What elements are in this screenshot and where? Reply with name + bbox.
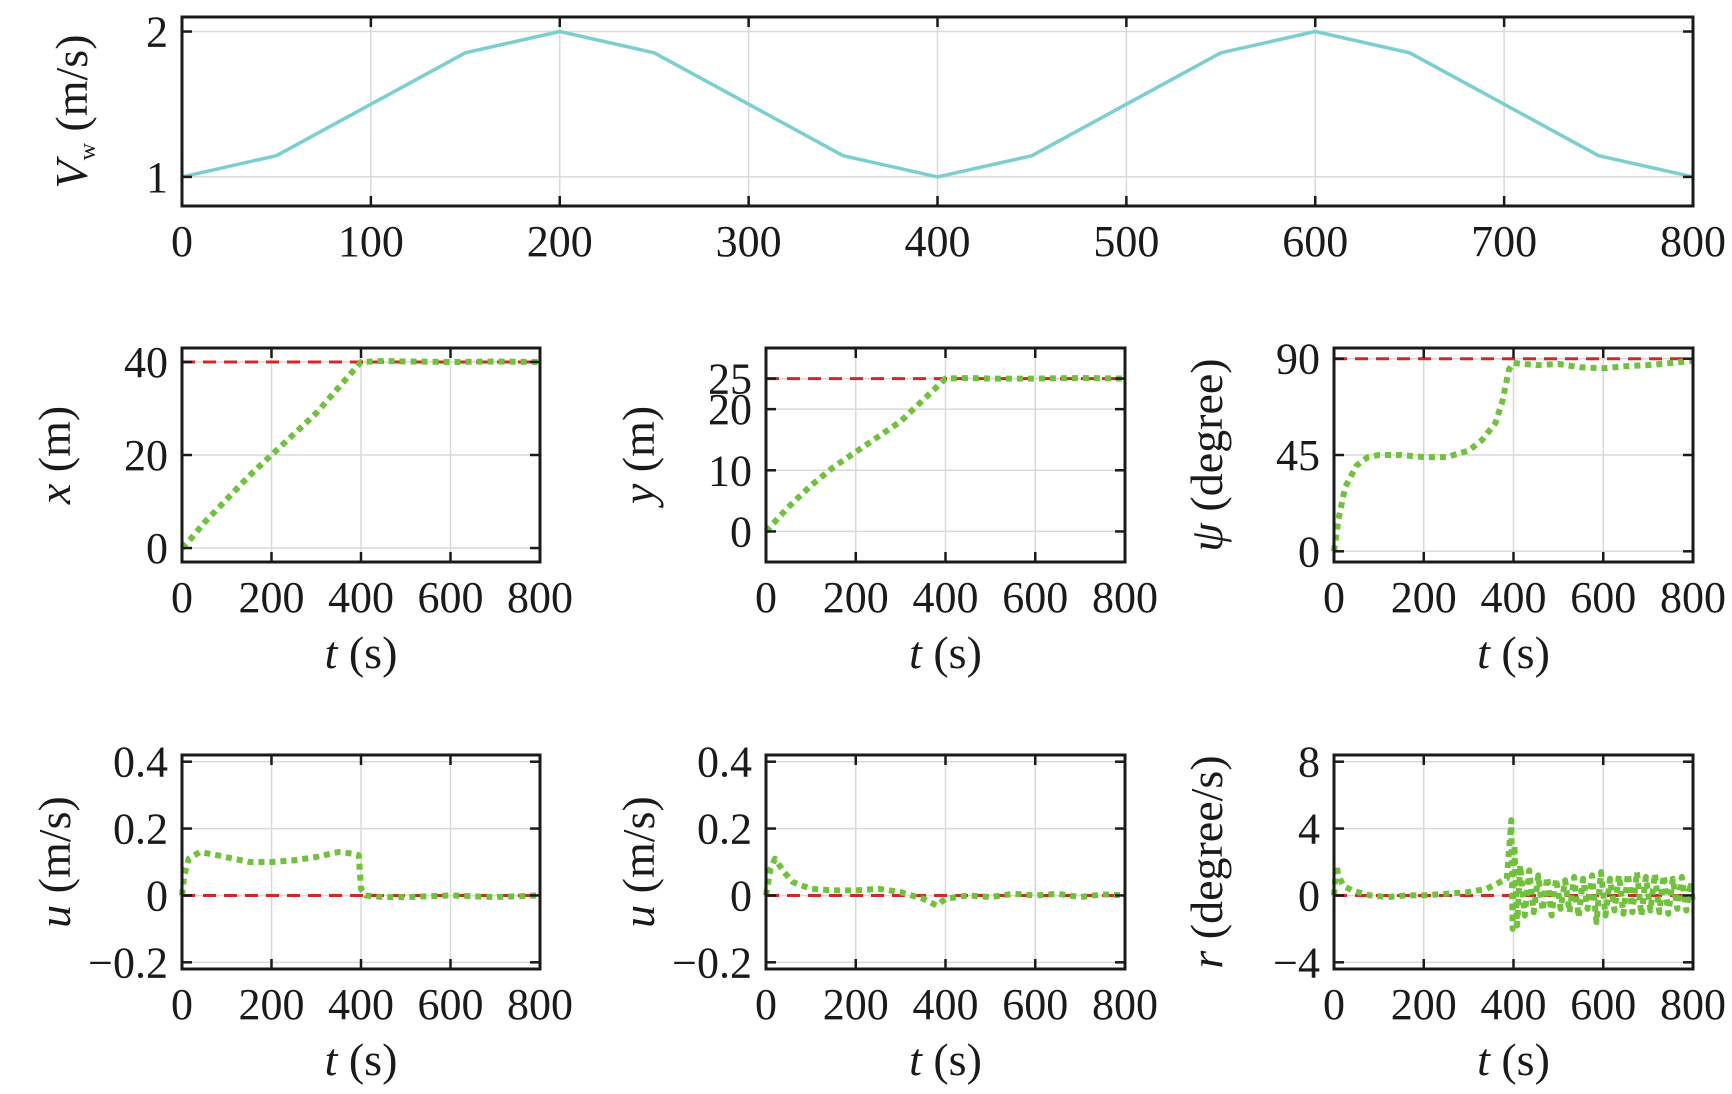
y-tick-label: 0 bbox=[730, 507, 752, 556]
x-tick-label: 0 bbox=[171, 573, 193, 622]
x-axis-label: t (s) bbox=[1477, 1034, 1550, 1085]
response-series-line bbox=[763, 855, 1126, 909]
panel-5: 0 200 400 600 800−0.200.20.4u (m/s)t (s) bbox=[29, 738, 573, 1085]
x-tick-label: 800 bbox=[1092, 980, 1158, 1029]
x-tick-label: 600 bbox=[1570, 573, 1636, 622]
x-axis-label: t (s) bbox=[909, 1034, 982, 1085]
x-tick-label: 800 bbox=[507, 980, 573, 1029]
x-tick-label: 200 bbox=[1391, 980, 1457, 1029]
panel-2: 0 200 400 600 800 0 20 40 x (m) t (s) bbox=[29, 338, 573, 678]
y-tick-label: 40 bbox=[124, 338, 168, 387]
x-tick-label: 200 bbox=[823, 980, 889, 1029]
x-tick-label: 400 bbox=[913, 980, 979, 1029]
x-tick-label: 800 bbox=[1660, 217, 1726, 266]
x-tick-label: 600 bbox=[1002, 573, 1068, 622]
y-tick-label: 0.4 bbox=[697, 738, 752, 787]
x-axis-label: t (s) bbox=[325, 627, 398, 678]
response-series-line bbox=[763, 375, 1126, 534]
x-tick-label: 300 bbox=[716, 217, 782, 266]
y-axis-label: x (m) bbox=[29, 406, 80, 505]
y-axis-label: y (m) bbox=[613, 406, 664, 508]
x-tick-label: 0 bbox=[755, 980, 777, 1029]
x-tick-label: 0 bbox=[755, 573, 777, 622]
y-axis-label: r (degree/s) bbox=[1181, 755, 1232, 968]
x-tick-label: 800 bbox=[1660, 980, 1726, 1029]
x-tick-label: 400 bbox=[328, 980, 394, 1029]
x-tick-label: 400 bbox=[1481, 573, 1547, 622]
y-tick-label: 10 bbox=[708, 446, 752, 495]
y-axis-label: ψ (degree) bbox=[1181, 358, 1232, 551]
wind-speed-line bbox=[181, 29, 1694, 179]
x-tick-label: 600 bbox=[1002, 980, 1068, 1029]
x-tick-label: 600 bbox=[1570, 980, 1636, 1029]
x-tick-label: 700 bbox=[1471, 217, 1537, 266]
x-axis-label: t (s) bbox=[1477, 627, 1550, 678]
y-axis-label: u (m/s) bbox=[613, 796, 664, 928]
x-tick-label: 600 bbox=[1282, 217, 1348, 266]
y-axis-label: u (m/s) bbox=[29, 796, 80, 928]
x-tick-label: 0 bbox=[171, 980, 193, 1029]
y-tick-label: 1 bbox=[146, 153, 168, 202]
y-axis-label: Vw (m/s) bbox=[46, 34, 101, 188]
y-tick-label: −0.2 bbox=[88, 938, 168, 987]
x-tick-label: 800 bbox=[1660, 573, 1726, 622]
x-tick-label: 400 bbox=[1481, 980, 1547, 1029]
x-tick-label: 600 bbox=[418, 573, 484, 622]
x-tick-label: 600 bbox=[418, 980, 484, 1029]
x-tick-label: 200 bbox=[239, 573, 305, 622]
y-tick-label: 0.2 bbox=[697, 805, 752, 854]
y-tick-label: 0 bbox=[146, 524, 168, 573]
y-tick-label: 20 bbox=[124, 431, 168, 480]
x-tick-label: 0 bbox=[1323, 573, 1345, 622]
x-tick-label: 200 bbox=[823, 573, 889, 622]
x-tick-label: 200 bbox=[1391, 573, 1457, 622]
x-tick-label: 400 bbox=[913, 573, 979, 622]
y-tick-label: 0 bbox=[730, 871, 752, 920]
panel-1: 0 100 200 300 400 500 600 700 800 1 2 Vw (m/s) bbox=[46, 8, 1726, 266]
x-tick-label: 400 bbox=[328, 573, 394, 622]
panel-6: 0 200 400 600 800−0.200.20.4u (m/s)t (s) bbox=[613, 738, 1158, 1085]
y-tick-label: 20 bbox=[708, 385, 752, 434]
x-tick-label: 0 bbox=[1323, 980, 1345, 1029]
y-tick-label: 0.4 bbox=[113, 738, 168, 787]
y-tick-label: 4 bbox=[1298, 805, 1320, 854]
response-series-line bbox=[1331, 817, 1696, 932]
y-tick-label: −0.2 bbox=[672, 938, 752, 987]
x-axis-label: t (s) bbox=[909, 627, 982, 678]
y-tick-label: 90 bbox=[1276, 335, 1320, 384]
y-tick-label: 0 bbox=[1298, 871, 1320, 920]
x-tick-label: 800 bbox=[1092, 573, 1158, 622]
y-tick-label: 0 bbox=[146, 871, 168, 920]
y-tick-label: −4 bbox=[1273, 938, 1320, 987]
x-tick-label: 0 bbox=[171, 217, 193, 266]
y-tick-label: 8 bbox=[1298, 738, 1320, 787]
x-tick-label: 200 bbox=[527, 217, 593, 266]
y-tick-label: 2 bbox=[146, 8, 168, 57]
y-tick-label: 45 bbox=[1276, 431, 1320, 480]
x-axis-label: t (s) bbox=[325, 1034, 398, 1085]
x-tick-label: 200 bbox=[239, 980, 305, 1029]
y-tick-label: 0 bbox=[1298, 527, 1320, 576]
x-tick-label: 100 bbox=[338, 217, 404, 266]
response-series-line bbox=[179, 849, 541, 901]
response-series-line bbox=[1331, 357, 1694, 552]
x-tick-label: 500 bbox=[1093, 217, 1159, 266]
y-tick-label: 25 bbox=[708, 355, 752, 404]
response-series-line bbox=[179, 358, 541, 551]
panel-4: 0 200 400 600 800 0 45 90 ψ (degree) t (s) bbox=[1181, 335, 1726, 678]
x-tick-label: 800 bbox=[507, 573, 573, 622]
x-tick-label: 400 bbox=[905, 217, 971, 266]
y-tick-label: 0.2 bbox=[113, 805, 168, 854]
